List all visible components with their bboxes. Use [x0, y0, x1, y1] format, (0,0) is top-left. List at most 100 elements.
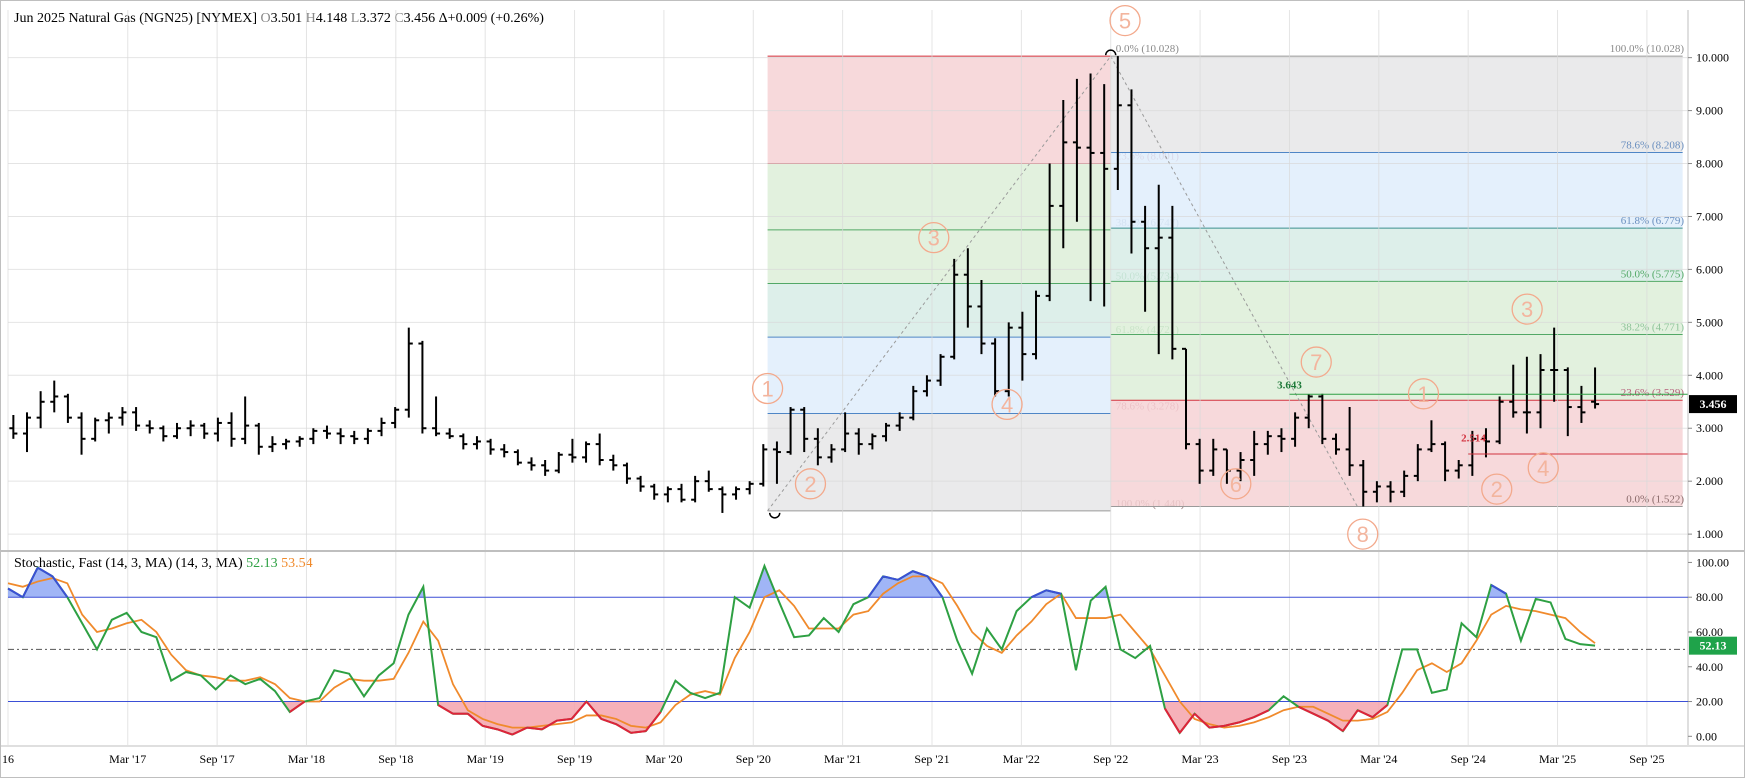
fib-zone [1110, 281, 1683, 335]
fib-zone [767, 283, 1111, 338]
ohlc-bar [1182, 347, 1191, 450]
ohlc-bar [1018, 311, 1027, 381]
elliott-wave-label: 1 [761, 377, 773, 402]
ohlc-bar [445, 428, 454, 439]
ohlc-bar [227, 412, 236, 447]
ohlc-bar [268, 436, 277, 453]
open-value: 3.501 [270, 11, 303, 26]
ohlc-bar [1427, 420, 1436, 453]
low-value: 3.372 [359, 11, 391, 26]
swing-low-marker [768, 512, 781, 519]
price-chart-header: Jun 2025 Natural Gas (NGN25) [NYMEX] O3.… [14, 11, 544, 27]
price-axis-label: 5.000 [1696, 315, 1723, 329]
stochastic-k-oversold-segment [570, 700, 588, 720]
stochastic-k-overbought-segment [1031, 589, 1047, 599]
stochastic-header: Stochastic, Fast (14, 3, MA) (14, 3, MA)… [14, 556, 313, 572]
stochastic-axis-label: 60.00 [1696, 625, 1723, 639]
ohlc-bar [1509, 364, 1518, 418]
ohlc-bar [241, 396, 250, 445]
ohlc-bar [1591, 367, 1600, 409]
fib-zone [767, 163, 1111, 230]
ohlc-bar [9, 415, 18, 439]
ohlc-bar [350, 430, 359, 445]
ohlc-bar [1059, 100, 1068, 249]
ohlc-bar [1331, 433, 1340, 455]
ohlc-bar [1127, 89, 1136, 254]
stochastic-k-oversold-segment [1357, 709, 1374, 719]
time-axis-label: Sep '19 [557, 752, 592, 766]
ohlc-bar [759, 444, 768, 487]
elliott-wave-circle [1347, 518, 1379, 550]
time-axis-label: Sep '22 [1093, 752, 1128, 766]
fib-zone [1110, 334, 1683, 401]
elliott-wave-label: 5 [1119, 9, 1131, 34]
elliott-wave-circle [1109, 4, 1141, 37]
ohlc-bar [1236, 452, 1245, 482]
stochastic-axis-label: 80.00 [1696, 590, 1723, 604]
fib-zone [1110, 400, 1683, 507]
stochastic-k-oversold-segment [1312, 712, 1329, 722]
time-axis-label: Mar '21 [824, 752, 861, 766]
stochastic-k-oversold-segment [585, 700, 603, 720]
stochastic-k-oversold-segment [1342, 709, 1359, 732]
ohlc-bar [1495, 396, 1504, 445]
ohlc-bar [200, 422, 209, 439]
elliott-wave-label: 3 [1521, 297, 1533, 322]
ohlc-bar [145, 420, 154, 434]
fib-zone [767, 229, 1111, 284]
stochastic-k-overbought-segment [37, 566, 54, 578]
close-label: C [394, 11, 404, 26]
elliott-wave-label: 6 [1230, 472, 1242, 497]
ohlc-bar [418, 340, 427, 434]
fib-trendline-up [767, 55, 1112, 512]
ohlc-bar [1004, 322, 1013, 397]
ohlc-bar [895, 412, 904, 431]
stochastic-k-value: 52.13 [246, 556, 278, 571]
stochastic-k-oversold-segment [1193, 712, 1211, 729]
elliott-wave-circle [794, 468, 827, 500]
ohlc-bar [663, 486, 672, 503]
price-axis-label: 2.000 [1696, 474, 1723, 488]
time-axis-label: Sep '25 [1629, 752, 1664, 766]
ohlc-bar [841, 412, 850, 453]
time-axis-label: Sep '18 [378, 752, 413, 766]
fib-level-label: 38.2% (4.771) [1621, 321, 1685, 333]
price-axis-label: 8.000 [1696, 157, 1723, 171]
stochastic-k-overbought-segment [912, 570, 928, 578]
elliott-wave-circle [751, 372, 784, 405]
current-price-value: 3.456 [1700, 397, 1727, 411]
ohlc-bar [295, 436, 304, 447]
ohlc-bar [336, 428, 345, 445]
ohlc-bar [63, 393, 72, 423]
fib-zone [767, 56, 1111, 164]
ohlc-bar [1481, 428, 1490, 458]
ohlc-bar [159, 425, 168, 442]
ohlc-bar [527, 457, 536, 471]
stochastic-d-line [7, 575, 1596, 729]
stochastic-k-oversold-segment [541, 719, 558, 731]
stochastic-k-overbought-segment [51, 575, 69, 598]
ohlc-bar [691, 475, 700, 503]
fib-level-label: 0.0% (1.522) [1626, 493, 1684, 505]
ohlc-bar [513, 449, 522, 466]
stochastic-k-overbought-segment [21, 567, 39, 598]
stochastic-k-oversold-segment [1371, 704, 1389, 718]
open-label: O [260, 11, 271, 26]
stochastic-k-oversold-segment [437, 704, 454, 715]
ohlc-bar [950, 258, 959, 360]
stochastic-k-oversold-segment [1209, 724, 1225, 729]
fib-level-label: 0.0% (10.028) [1116, 43, 1180, 55]
time-axis-label: Mar '23 [1182, 752, 1219, 766]
price-axis-label: 4.000 [1696, 368, 1723, 382]
ohlc-bar [1250, 430, 1259, 476]
ohlc-bar [977, 280, 986, 355]
change-value: Δ+0.009 (+0.26%) [438, 11, 544, 26]
ohlc-bar [868, 433, 877, 450]
ohlc-bar [1536, 354, 1545, 429]
ohlc-bar [909, 385, 918, 421]
ohlc-bar [1100, 84, 1109, 307]
ohlc-bar [745, 481, 754, 495]
fib-level-label: 61.8% (6.779) [1621, 215, 1685, 227]
ohlc-bar [1386, 481, 1395, 503]
